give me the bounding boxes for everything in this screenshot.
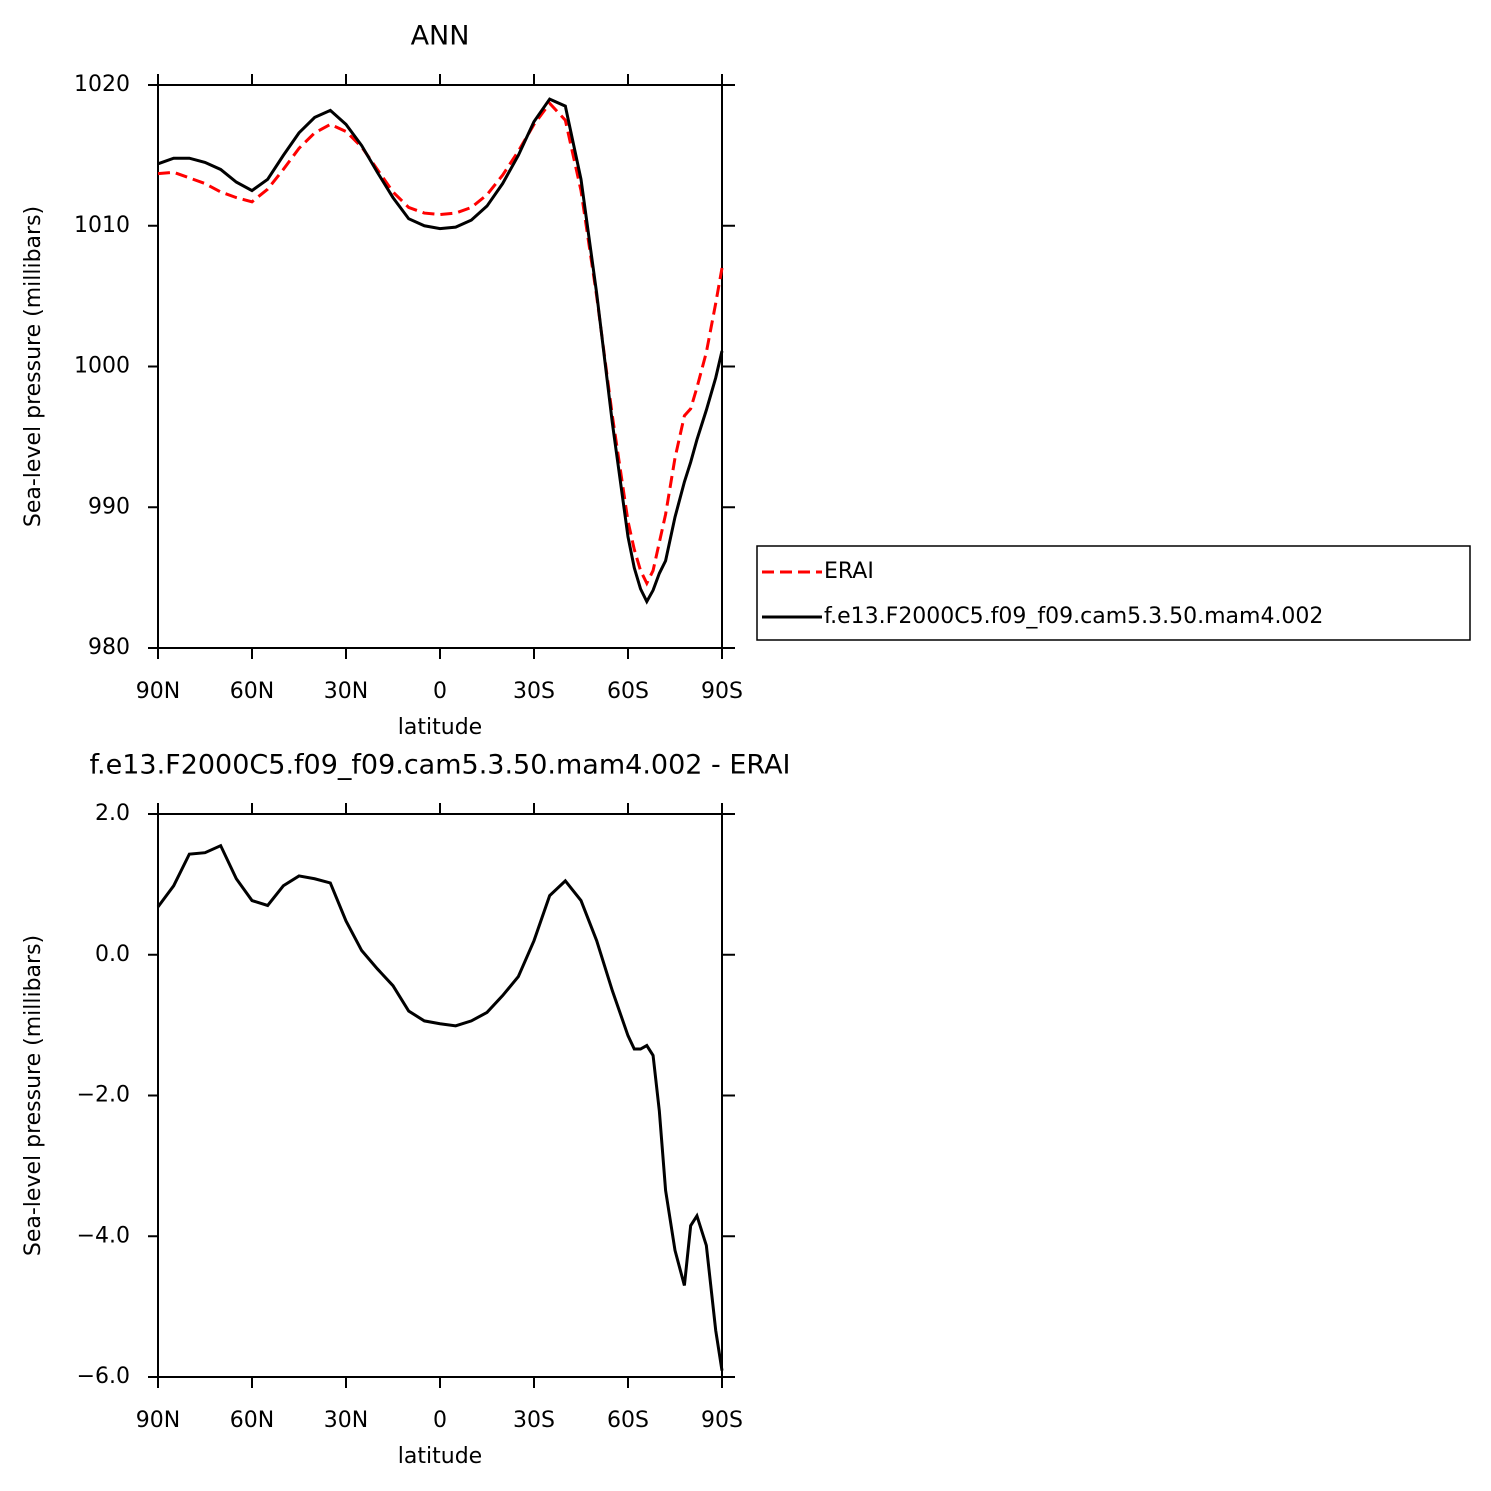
x-tick-label: 90N [136,1408,180,1433]
plot-frame [157,813,723,1378]
x-tick-label: 60S [607,1408,649,1433]
x-tick-label: 60S [607,679,649,704]
x-tick-label: 60N [230,679,274,704]
x-tick-label: 30N [324,679,368,704]
x-tick-label: 0 [433,679,447,704]
x-tick-label: 30N [324,1408,368,1433]
x-tick-label: 90S [701,1408,743,1433]
x-tick-label: 30S [513,679,555,704]
x-axis-label: latitude [398,1444,482,1469]
y-tick-label: 990 [88,494,130,519]
y-axis-label: Sea-level pressure (millibars) [21,206,46,527]
y-tick-label: 1010 [74,213,130,238]
x-tick-label: 90N [136,679,180,704]
chart-title: ANN [411,21,470,52]
series-line [156,843,724,1371]
x-tick-label: 60N [230,1408,274,1433]
y-tick-label: 980 [88,635,130,660]
series-line [157,100,724,587]
y-tick-label: −2.0 [77,1083,130,1108]
y-axis-label: Sea-level pressure (millibars) [21,935,46,1256]
legend-box [756,545,1471,641]
x-tick-label: 30S [513,1408,555,1433]
y-tick-label: 1000 [74,354,130,379]
x-tick-label: 90S [701,679,743,704]
chart-title: f.e13.F2000C5.f09_f09.cam5.3.50.mam4.002… [90,750,791,781]
y-tick-label: 1020 [74,72,130,97]
x-axis-label: latitude [398,715,482,740]
y-tick-label: 0.0 [95,942,130,967]
series-line [157,97,724,605]
y-tick-label: −6.0 [77,1364,130,1389]
y-tick-label: −4.0 [77,1223,130,1248]
legend-label: f.e13.F2000C5.f09_f09.cam5.3.50.mam4.002 [824,604,1323,629]
legend-label: ERAI [824,559,874,584]
y-tick-label: 2.0 [95,801,130,826]
x-tick-label: 0 [433,1408,447,1433]
